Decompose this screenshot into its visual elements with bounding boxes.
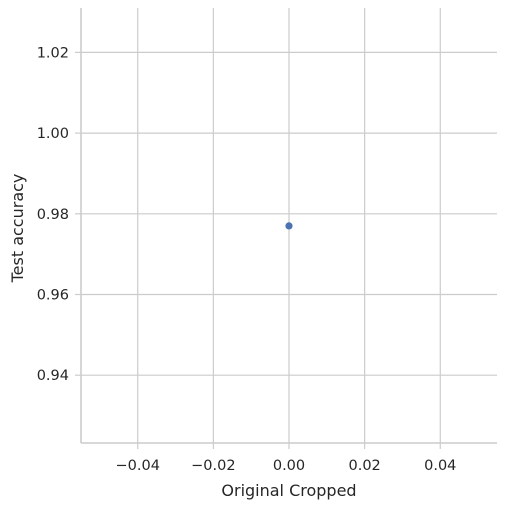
x-tick-label: −0.02 [191,458,235,474]
x-tick-label: 0.04 [424,458,456,474]
x-axis-label: Original Cropped [221,481,356,500]
y-tick-label: 0.98 [37,207,69,223]
y-tick-label: 1.00 [37,126,69,142]
x-tick-label: −0.04 [116,458,160,474]
ticks: −0.04 −0.02 0.00 0.02 0.04 0.94 0.96 0.98 1.00 1.… [37,45,457,474]
y-tick-label: 1.02 [37,45,69,61]
points [285,222,292,229]
scatter-point [285,222,292,229]
x-tick-label: 0.02 [348,458,380,474]
y-tick-label: 0.96 [37,288,69,304]
y-axis-label: Test accuracy [8,174,27,284]
x-tick-label: 0.00 [273,458,305,474]
y-tick-label: 0.94 [37,368,69,384]
